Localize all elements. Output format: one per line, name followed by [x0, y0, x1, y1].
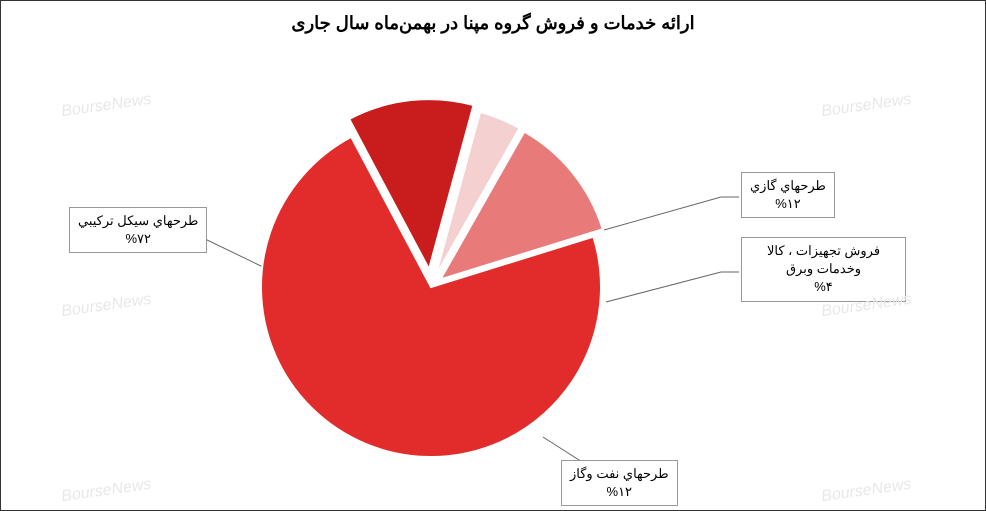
pie-chart-container: ارائه خدمات و فروش گروه مپنا در بهمن‌ماه… [0, 0, 986, 511]
slice-label-percent: %۷۲ [78, 230, 198, 248]
slice-label-percent: %۱۲ [750, 195, 826, 213]
slice-label: طرحهاي سيكل تركيبي%۷۲ [69, 207, 207, 253]
slice-label-text: طرحهاي سيكل تركيبي [78, 212, 198, 230]
chart-title: ارائه خدمات و فروش گروه مپنا در بهمن‌ماه… [1, 1, 985, 42]
chart-area: طرحهاي سيكل تركيبي%۷۲طرحهاي گازي%۱۲فروش … [1, 42, 985, 501]
slice-label: طرحهاي گازي%۱۲ [741, 172, 835, 218]
slice-label-percent: %۱۲ [570, 483, 669, 501]
slice-label: طرحهاي نفت وگاز%۱۲ [561, 460, 678, 506]
slice-label-percent: %۴ [750, 278, 897, 296]
pie-svg [221, 77, 641, 497]
slice-label: فروش تجهیزات ، کالا وخدمات وبرق%۴ [741, 237, 906, 302]
slice-label-text: طرحهاي نفت وگاز [570, 465, 669, 483]
slice-label-text: فروش تجهیزات ، کالا وخدمات وبرق [750, 242, 897, 278]
slice-label-text: طرحهاي گازي [750, 177, 826, 195]
